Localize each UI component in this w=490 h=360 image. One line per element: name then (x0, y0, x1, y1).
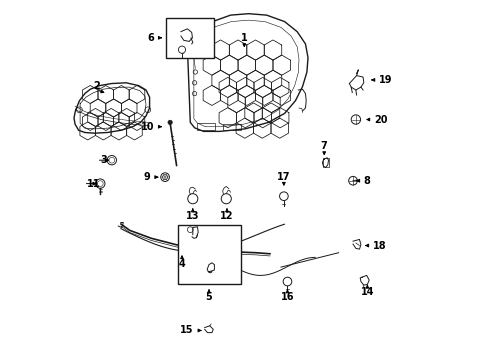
Text: 10: 10 (141, 122, 154, 132)
Text: 1: 1 (241, 33, 247, 43)
Text: 17: 17 (277, 172, 291, 182)
Text: 19: 19 (379, 75, 392, 85)
Text: 9: 9 (144, 172, 151, 182)
Circle shape (168, 120, 172, 125)
Text: 11: 11 (87, 179, 101, 189)
Text: 6: 6 (147, 33, 154, 43)
Text: 15: 15 (180, 325, 194, 336)
Text: 8: 8 (364, 176, 370, 186)
Text: 7: 7 (321, 141, 328, 151)
Text: 16: 16 (281, 292, 294, 302)
Bar (197, 123, 216, 130)
Text: 12: 12 (220, 211, 234, 221)
Text: 18: 18 (373, 240, 387, 251)
Text: 20: 20 (374, 114, 388, 125)
FancyBboxPatch shape (166, 18, 215, 58)
Text: 14: 14 (361, 287, 374, 297)
Text: 5: 5 (206, 292, 212, 302)
Text: 2: 2 (93, 81, 100, 91)
Text: 13: 13 (186, 211, 199, 221)
Bar (323, 158, 329, 167)
Text: 4: 4 (179, 258, 185, 269)
Bar (222, 124, 241, 130)
Text: 3: 3 (100, 155, 107, 165)
FancyBboxPatch shape (178, 225, 242, 284)
